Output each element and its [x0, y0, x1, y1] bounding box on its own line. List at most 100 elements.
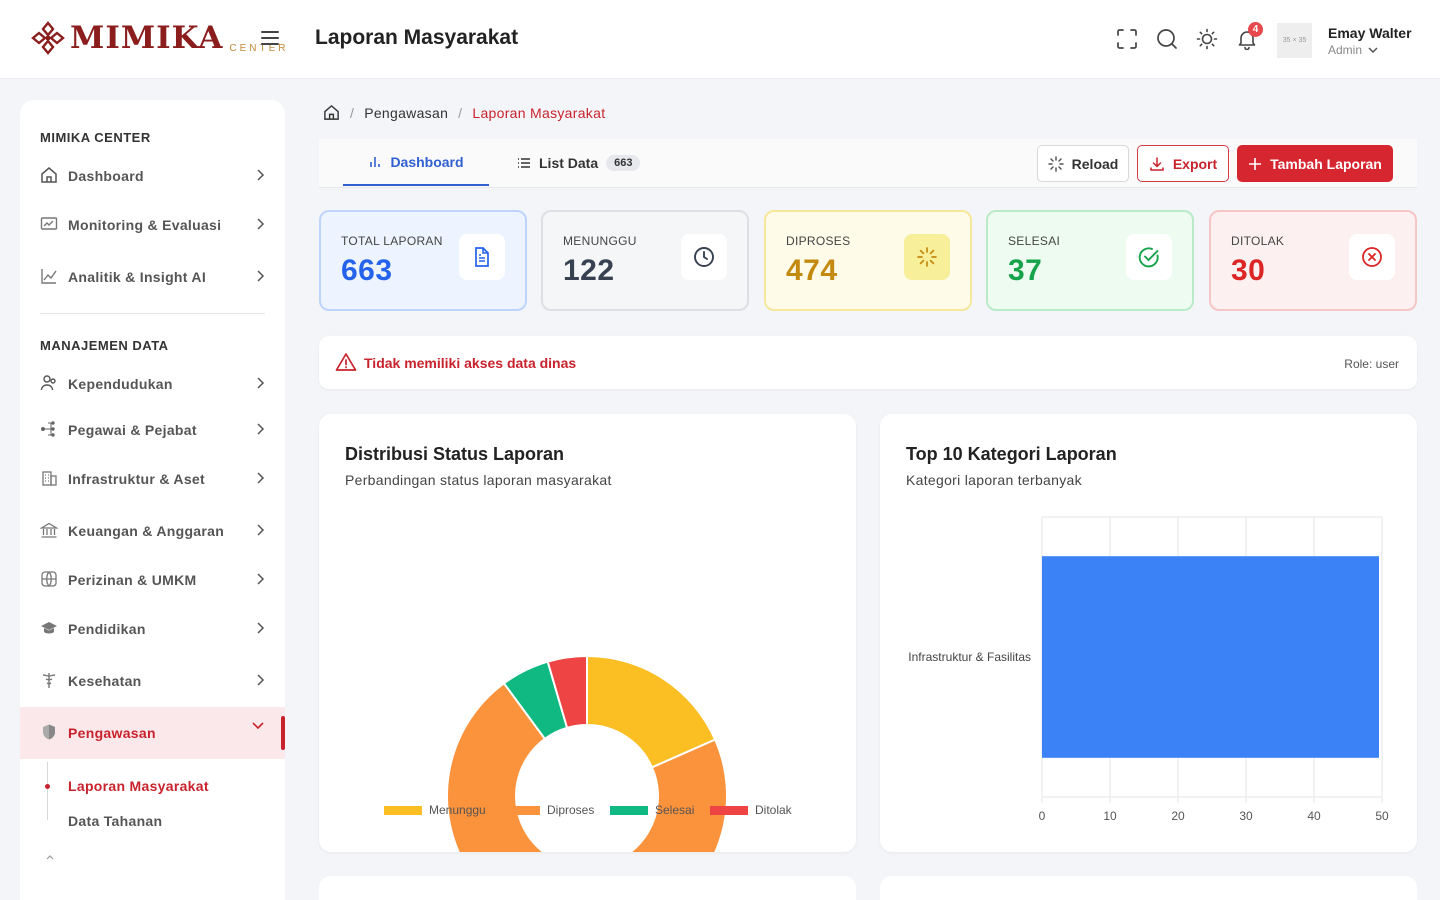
tab-bar: Dashboard List Data 663 — [319, 139, 1417, 188]
donut-chart: Menunggu Diproses Selesai Ditolak — [384, 654, 793, 852]
stat-value: 37 — [1008, 254, 1043, 287]
x-tick-label: 10 — [1103, 809, 1117, 823]
tab-label: List Data — [539, 154, 599, 171]
graduation-icon — [41, 622, 57, 634]
health-icon — [42, 673, 56, 688]
legend-label: Ditolak — [755, 803, 793, 817]
legend-swatch — [502, 806, 540, 815]
x-tick-label: 50 — [1375, 809, 1389, 823]
user-name[interactable]: Emay Walter — [1328, 25, 1412, 41]
legend-label: Selesai — [655, 803, 694, 817]
sidebar-item-label: Monitoring & Evaluasi — [68, 217, 222, 233]
sidebar-item-dashboard[interactable]: Dashboard — [20, 154, 285, 198]
stat-value: 663 — [341, 254, 393, 287]
home-icon[interactable] — [323, 104, 340, 121]
chevron-right-icon — [257, 218, 265, 230]
sidebar-item-pendidikan[interactable]: Pendidikan — [20, 607, 285, 651]
card-title: Top 10 Kategori Laporan — [906, 444, 1117, 464]
stat-icon-box — [1349, 234, 1395, 280]
chevron-up-icon[interactable] — [46, 854, 54, 860]
reload-label: Reload — [1071, 155, 1119, 172]
chevron-right-icon — [257, 573, 265, 585]
tab-list-data[interactable]: List Data 663 — [517, 139, 641, 186]
menu-icon-line — [261, 37, 279, 39]
active-indicator — [281, 716, 285, 750]
chevron-right-icon — [257, 377, 265, 389]
submenu-item-data-tahanan[interactable]: Data Tahanan — [68, 813, 163, 829]
fullscreen-icon[interactable] — [1116, 28, 1138, 50]
tab-label: Dashboard — [390, 153, 464, 170]
stat-icon-box — [904, 234, 950, 280]
card-subtitle: Perbandingan status laporan masyarakat — [345, 472, 612, 488]
brand-mark-icon — [31, 21, 65, 55]
sidebar-item-label: Perizinan & UMKM — [68, 572, 197, 588]
sidebar-item-pegawai[interactable]: Pegawai & Pejabat — [20, 408, 285, 452]
sidebar-item-pengawasan[interactable]: Pengawasan — [20, 707, 285, 759]
breadcrumb-parent[interactable]: Pengawasan — [364, 104, 449, 121]
stat-label: DIPROSES — [786, 234, 851, 248]
stat-value: 30 — [1231, 254, 1266, 287]
theme-sun-icon[interactable] — [1196, 28, 1218, 50]
legend-swatch — [610, 806, 648, 815]
user-role-label: Admin — [1328, 43, 1363, 57]
role-label: Role: user — [1344, 357, 1399, 371]
sidebar-section-title: MANAJEMEN DATA — [40, 338, 169, 353]
stat-label: SELESAI — [1008, 234, 1061, 248]
notification-badge: 4 — [1248, 22, 1263, 37]
legend-item-menunggu[interactable]: Menunggu — [384, 803, 486, 817]
card-subtitle: Kategori laporan terbanyak — [906, 472, 1082, 488]
tab-dashboard[interactable]: Dashboard — [343, 139, 489, 186]
sidebar-item-label: Pendidikan — [68, 621, 146, 637]
globe-icon — [41, 571, 57, 587]
users-icon — [40, 375, 56, 391]
home-icon — [41, 167, 57, 183]
sidebar-item-monitoring[interactable]: Monitoring & Evaluasi — [20, 203, 285, 247]
donut-slice-menunggu[interactable] — [586, 654, 717, 769]
sidebar-item-analitik[interactable]: Analitik & Insight AI — [20, 255, 285, 299]
status-distribution-card: Distribusi Status Laporan Perbandingan s… — [319, 414, 856, 852]
brand-name: MIMIKA — [70, 20, 224, 56]
card-title: Distribusi Status Laporan — [345, 444, 565, 464]
check-circle-icon — [1138, 247, 1159, 268]
sidebar-item-kependudukan[interactable]: Kependudukan — [20, 362, 285, 406]
page-title: Laporan Masyarakat — [315, 26, 519, 49]
legend-item-diproses[interactable]: Diproses — [502, 803, 594, 817]
export-button[interactable]: Export — [1137, 145, 1229, 182]
alert-text: Tidak memiliki akses data dinas — [364, 355, 577, 371]
chevron-right-icon — [257, 472, 265, 484]
list-icon — [518, 157, 530, 168]
menu-icon-line — [261, 31, 279, 33]
brand-sub: CENTER — [229, 43, 289, 54]
stat-card-diproses: DIPROSES 474 — [764, 210, 972, 311]
sidebar-item-label: Analitik & Insight AI — [68, 269, 207, 285]
bar-infrastruktur-fasilitas[interactable] — [1042, 556, 1379, 758]
legend-item-ditolak[interactable]: Ditolak — [710, 803, 793, 817]
sidebar-item-perizinan[interactable]: Perizinan & UMKM — [20, 558, 285, 602]
sidebar-item-kesehatan[interactable]: Kesehatan — [20, 659, 285, 703]
stat-value: 474 — [786, 254, 838, 287]
add-report-button[interactable]: Tambah Laporan — [1237, 145, 1393, 182]
stat-card-total-laporan: TOTAL LAPORAN 663 — [319, 210, 527, 311]
stat-card-ditolak: DITOLAK 30 — [1209, 210, 1417, 311]
search-icon[interactable] — [1156, 28, 1178, 50]
sidebar-item-infrastruktur[interactable]: Infrastruktur & Aset — [20, 457, 285, 501]
top-bar: MIMIKA CENTER Laporan Masyarakat 4 35 × … — [0, 0, 1440, 79]
reload-button[interactable]: Reload — [1037, 145, 1129, 182]
brand-logo[interactable]: MIMIKA CENTER — [30, 20, 289, 56]
access-alert: Tidak memiliki akses data dinas Role: us… — [319, 336, 1417, 389]
menu-toggle-button[interactable] — [261, 31, 279, 47]
legend-swatch — [384, 806, 422, 815]
sidebar-item-label: Keuangan & Anggaran — [68, 523, 225, 539]
legend-item-selesai[interactable]: Selesai — [610, 803, 694, 817]
donut-slice-ditolak[interactable] — [546, 654, 588, 730]
submenu-item-laporan-masyarakat[interactable]: Laporan Masyarakat — [68, 778, 209, 794]
sidebar-item-keuangan[interactable]: Keuangan & Anggaran — [20, 509, 285, 553]
user-role-dropdown[interactable]: Admin — [1328, 43, 1378, 57]
stat-card-selesai: SELESAI 37 — [986, 210, 1194, 311]
chevron-down-icon — [252, 722, 264, 730]
chevron-right-icon — [257, 423, 265, 435]
chevron-down-icon — [1368, 47, 1378, 54]
download-icon — [1150, 156, 1164, 171]
bank-icon — [40, 522, 58, 538]
avatar[interactable]: 35 × 35 — [1277, 23, 1312, 58]
